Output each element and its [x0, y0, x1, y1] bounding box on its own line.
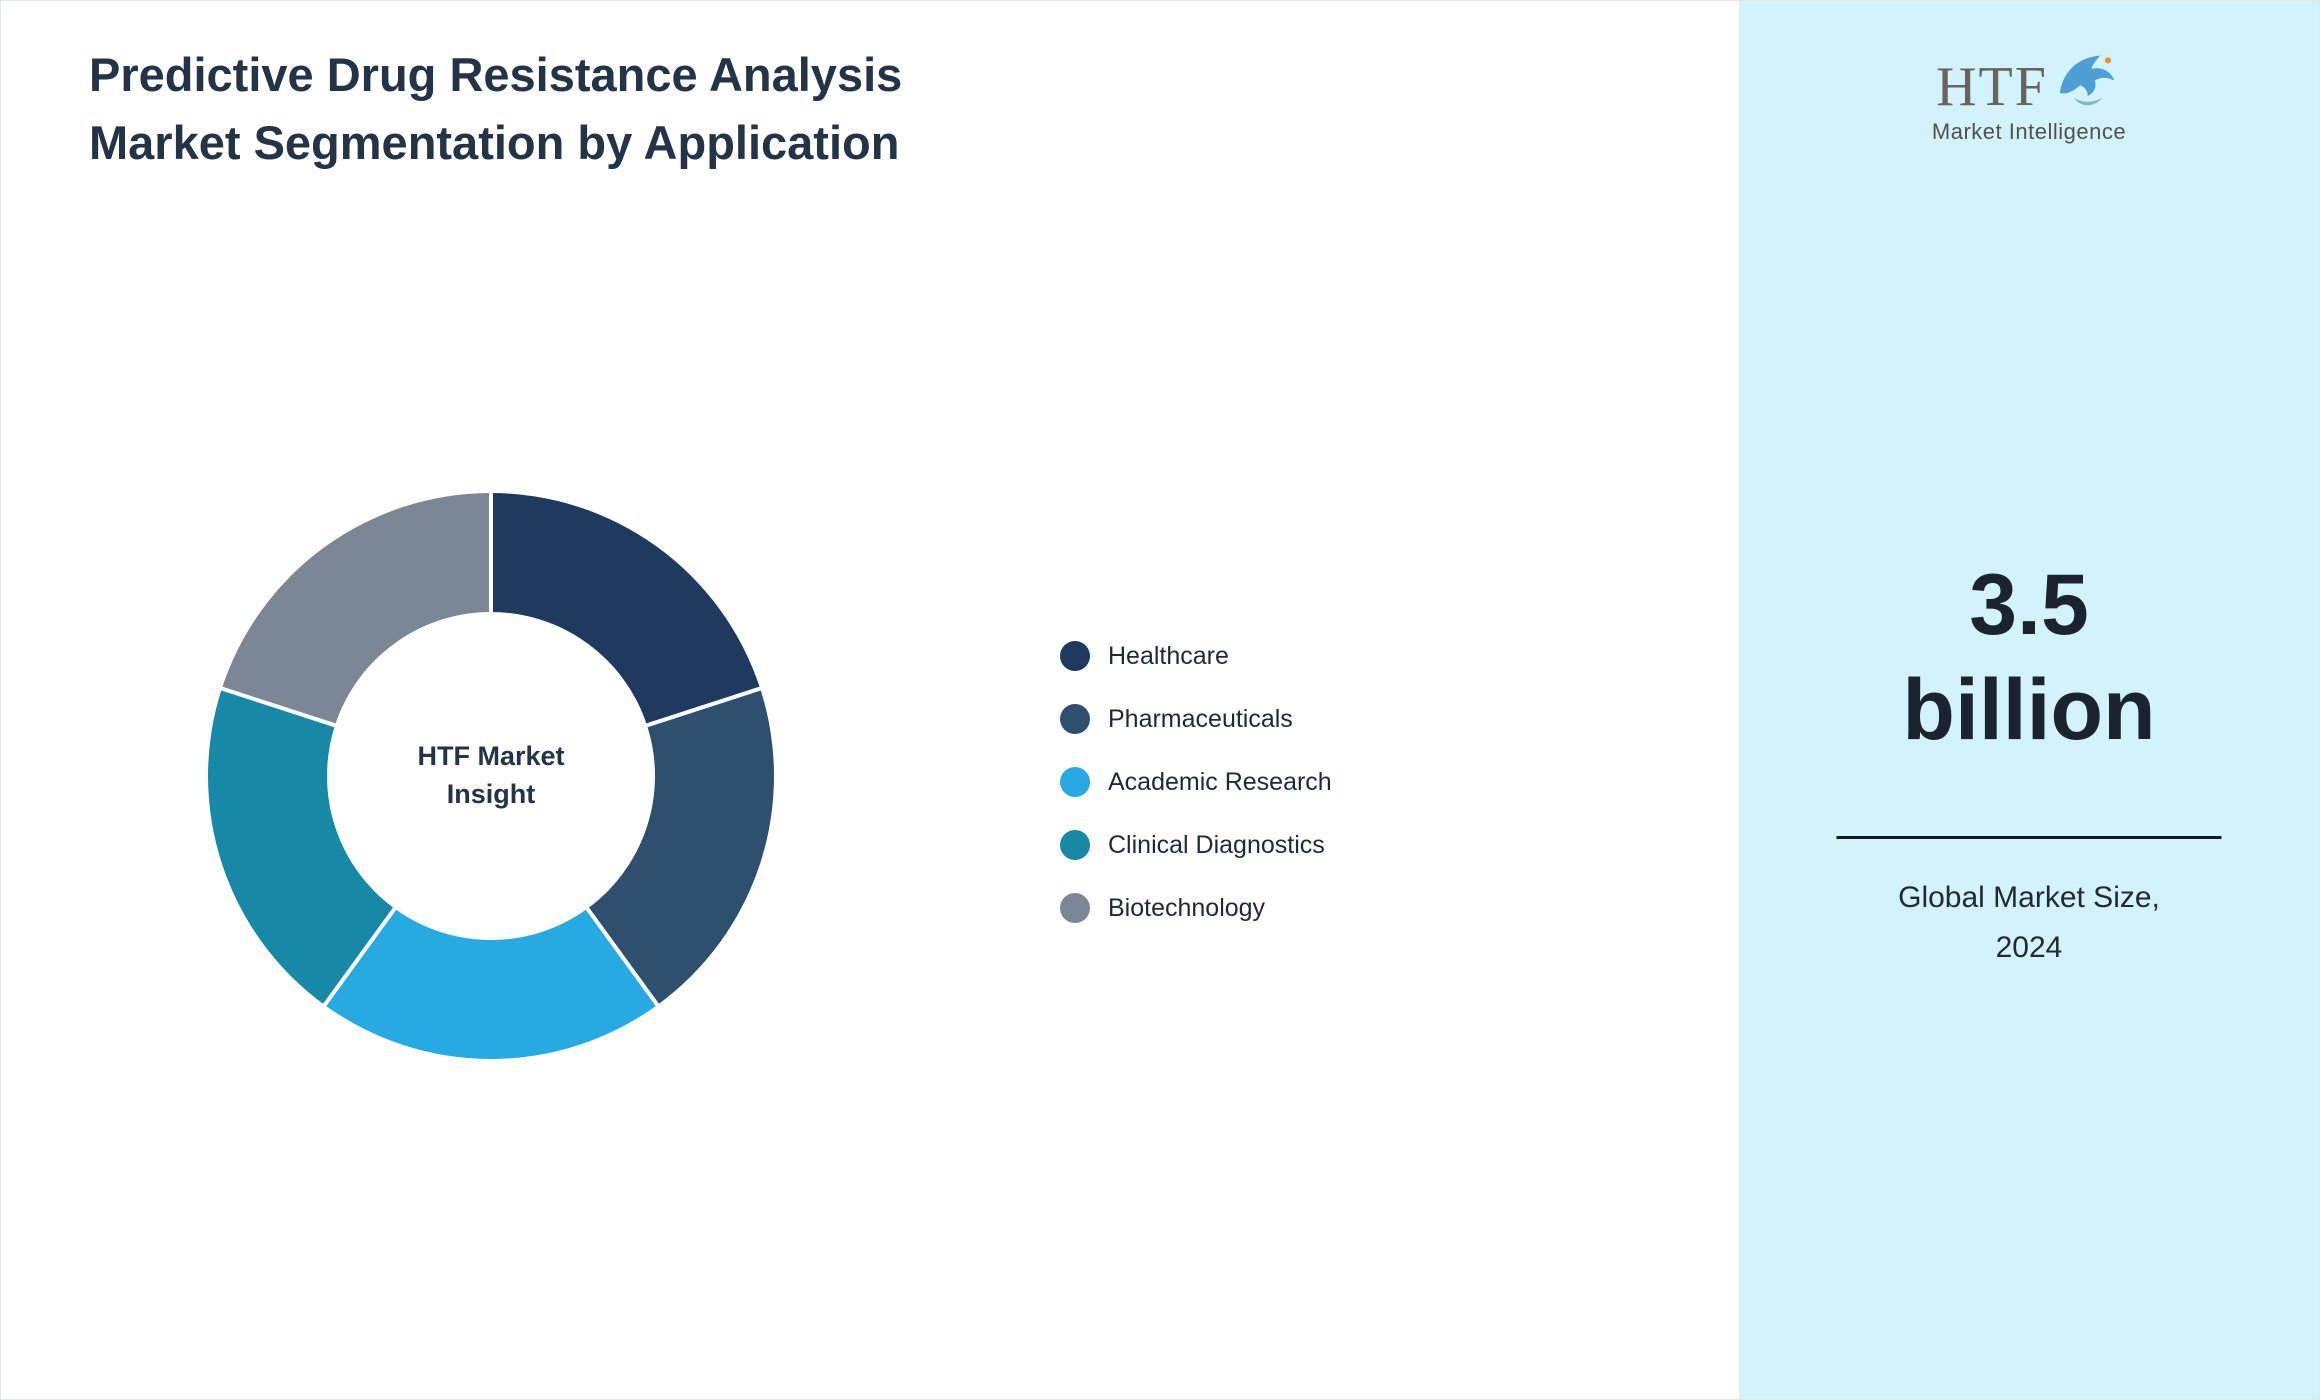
donut-segment-academic-research: [324, 908, 658, 1059]
legend-label: Healthcare: [1108, 641, 1229, 670]
donut-chart-svg: [208, 491, 774, 1059]
donut-segment-healthcare: [491, 493, 761, 726]
legend-item: Healthcare: [1060, 641, 1332, 671]
legend-label: Biotechnology: [1108, 893, 1266, 922]
legend-dot: [1060, 704, 1090, 734]
donut-center-label: HTF Market Insight: [417, 741, 565, 809]
logo-text: HTF: [1936, 56, 2048, 118]
segment-separator: [644, 686, 763, 728]
segment-separator: [584, 905, 661, 1008]
logo-row: HTF: [1739, 55, 2319, 118]
donut-segment-clinical-diagnostics: [208, 688, 395, 1005]
legend-item: Pharmaceuticals: [1060, 704, 1332, 734]
segment-separator: [219, 686, 338, 728]
legend-dot: [1060, 767, 1090, 797]
dolphin-icon: [2059, 55, 2115, 106]
legend-item: Academic Research: [1060, 767, 1332, 797]
market-size-number: 3.5: [1969, 557, 2089, 653]
legend-dot: [1060, 893, 1090, 923]
divider-line: [1836, 836, 2222, 839]
legend-dot: [1060, 830, 1090, 860]
segment-separator: [321, 905, 398, 1008]
donut-segment-pharmaceuticals: [587, 688, 774, 1005]
sidebar: HTF Market Intelligence 3.5 billion Glob…: [1739, 1, 2319, 1399]
htf-logo: HTF Market Intelligence: [1739, 55, 2319, 145]
chart-legend: Healthcare Pharmaceuticals Academic Resear…: [1060, 641, 1332, 923]
legend-dot: [1060, 641, 1090, 671]
page-title: Predictive Drug Resistance Analysis Mark…: [89, 48, 903, 170]
market-size-unit: billion: [1902, 661, 2156, 758]
market-size-label: Global Market Size, 2024: [1898, 881, 2160, 964]
donut-segment-biotechnology: [221, 493, 491, 726]
legend-label: Clinical Diagnostics: [1108, 830, 1325, 859]
legend-label: Pharmaceuticals: [1108, 704, 1293, 733]
logo-subtext: Market Intelligence: [1931, 119, 2127, 144]
legend-item: Clinical Diagnostics: [1060, 830, 1332, 860]
legend-item: Biotechnology: [1060, 893, 1332, 923]
market-size-value: 3.5 billion: [1739, 553, 2319, 763]
donut-chart: HTF Market Insight: [206, 491, 776, 1061]
legend-label: Academic Research: [1108, 767, 1332, 796]
